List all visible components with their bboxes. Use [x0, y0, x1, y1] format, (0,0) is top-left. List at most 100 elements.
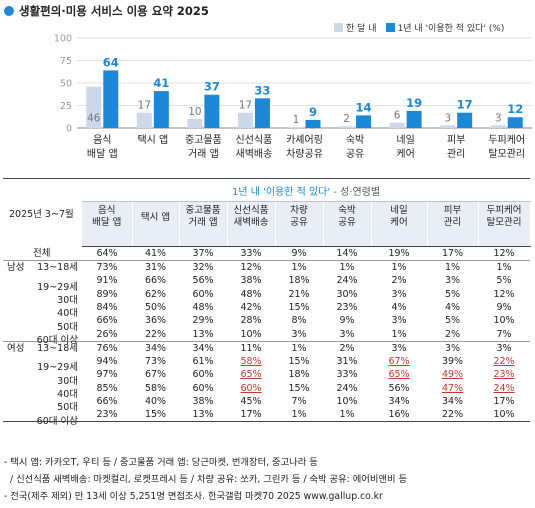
table-cell: 3% [323, 327, 371, 342]
row-header: 40대 [3, 381, 82, 400]
table-cell: 30% [336, 288, 358, 300]
table-cell: 31% [336, 355, 358, 367]
table-row: 19~29세 94% 73% 61% 58% 15% 31% 67% 39% 22% [3, 355, 530, 374]
table-corner: 2025년 3~7월 [3, 178, 82, 247]
table-cell: 31% [144, 262, 167, 273]
column-header-line: 새벽배송 [233, 217, 269, 228]
table-cell: 10% [336, 395, 358, 407]
table-cell: 12% [478, 246, 531, 261]
table-cell: 64% [82, 246, 132, 261]
table-cell: 7% [291, 395, 307, 407]
table-cell: 14% [323, 246, 371, 261]
table-cell: 39% [441, 355, 464, 367]
table-cell: 66% [96, 395, 118, 407]
column-header-line: 공유 [338, 217, 356, 228]
table-cell: 32% [192, 262, 214, 273]
row-label: 13~18세 [37, 262, 78, 273]
table-cell: 58% [240, 355, 262, 367]
table-cell: 15% [288, 382, 310, 394]
data-label-month: 46 [87, 113, 101, 125]
table-cell: 10% [227, 327, 275, 342]
x-tick-label: 배달 앱 [87, 148, 118, 160]
table-row: 전체 64% 41% 37% 33% 9% 14% 19% 17% 12% [3, 246, 531, 261]
table-cell: 65% [240, 369, 262, 381]
bar-year [305, 119, 321, 128]
column-header-line: 중고물품 [185, 205, 221, 216]
row-label: 30대 [57, 295, 78, 307]
column-header-line: 케어 [390, 217, 408, 228]
table-cell: 66% [96, 315, 118, 327]
table-cell: 34% [388, 395, 410, 407]
table-cell: 4% [391, 301, 407, 313]
table-cell: 12% [493, 288, 515, 300]
column-header: 두피케어 탈모관리 [478, 201, 531, 247]
table-cell: 13% [179, 327, 227, 342]
table-cell: 5% [444, 315, 461, 327]
table-cell: 49% [441, 369, 464, 381]
bar-month [288, 127, 304, 128]
data-label-year: 41 [153, 76, 169, 90]
row-label: 60대 이상 [36, 335, 78, 347]
data-table: 2025년 3~7월 1년 내 '이용한 적 있다' - 성·연령별 음식 배달 … [3, 178, 531, 427]
legend-label-month: 한 달 내 [346, 24, 377, 34]
table-cell: 21% [288, 288, 310, 300]
data-label-month: 1 [293, 114, 300, 126]
column-header: 네일 케어 [371, 201, 428, 247]
row-header: 남성 13~18세 [3, 261, 82, 275]
table-cell: 38% [240, 275, 262, 287]
row-header: 40대 [3, 301, 82, 319]
bar-year [254, 98, 270, 128]
table-cell: 37% [179, 246, 227, 261]
page-title: 생활편의·미용 서비스 이용 요약 2025 [4, 3, 209, 19]
row-header: 19~29세 [3, 355, 82, 373]
data-label-year: 33 [254, 83, 270, 97]
table-cell: 19% [371, 246, 427, 261]
x-tick-label: 음식 [93, 134, 111, 146]
column-header-line: 공유 [290, 217, 308, 228]
row-label: 19~29세 [37, 362, 78, 374]
table-row: 40대 84% 50% 48% 42% 15% 23% 4% 4% 9% [3, 301, 530, 320]
table-cell: 67% [144, 369, 167, 381]
y-tick-label: 0 [66, 124, 72, 135]
row-label: 19~29세 [37, 281, 78, 293]
column-header: 택시 앱 [132, 201, 180, 247]
x-tick-label: 탈모관리 [488, 147, 525, 160]
table-row: 60대 이상 26% 22% 13% 10% 3% 3% 1% 2% 7% [3, 327, 531, 346]
column-header-line: 배달 앱 [92, 217, 122, 228]
table-cell: 1% [391, 262, 407, 273]
title-bullet-icon [4, 6, 14, 16]
row-group-label: 남성 [7, 262, 25, 273]
legend-label-year: 1년 내 '이용한 적 있다' (%) [397, 24, 505, 34]
table-row: 19~29세 91% 66% 56% 38% 18% 24% 2% 3% 5% [3, 274, 530, 293]
table-cell: 89% [96, 288, 118, 300]
data-label-year: 37 [204, 80, 220, 94]
bar-year [356, 115, 372, 128]
table-cell: 60% [240, 382, 262, 394]
column-header: 중고물품 거래 앱 [179, 201, 228, 247]
table-cell: 65% [388, 369, 410, 381]
x-tick-label: 네일 [396, 134, 414, 146]
table-cell: 9% [496, 301, 512, 313]
bar-month [339, 126, 355, 128]
table-cell: 3% [391, 288, 407, 300]
table-cell: 61% [192, 355, 214, 367]
table-cell: 48% [240, 288, 262, 300]
column-header-line: 음식 [98, 205, 116, 216]
table-row: 30대 89% 62% 60% 48% 21% 30% 3% 5% 12% [3, 287, 530, 307]
x-tick-label: 새벽배송 [236, 148, 273, 160]
table-cell: 3% [444, 275, 461, 287]
table-cell: 84% [96, 301, 118, 313]
table-cell: 34% [144, 342, 167, 354]
y-tick-label: 100 [54, 34, 72, 45]
row-header: 여성 13~18세 [3, 341, 82, 355]
row-header: 50대 [3, 314, 82, 333]
table-cell: 48% [192, 301, 214, 313]
table-cell: 34% [441, 395, 464, 407]
table-cell: 11% [240, 342, 262, 354]
footnote-1: - 택시 앱: 카카오T, 우티 등 / 중고물품 거래 앱: 당근마켓, 번개… [4, 457, 318, 468]
table-cell: 62% [144, 288, 167, 300]
row-header: 60대 이상 [3, 327, 82, 346]
table-row: 여성 13~18세 76% 34% 34% 11% 1% 2% 3% 3% 3% [3, 341, 530, 355]
x-tick-label: 숙박 [346, 134, 364, 146]
row-label: 13~18세 [37, 342, 78, 354]
